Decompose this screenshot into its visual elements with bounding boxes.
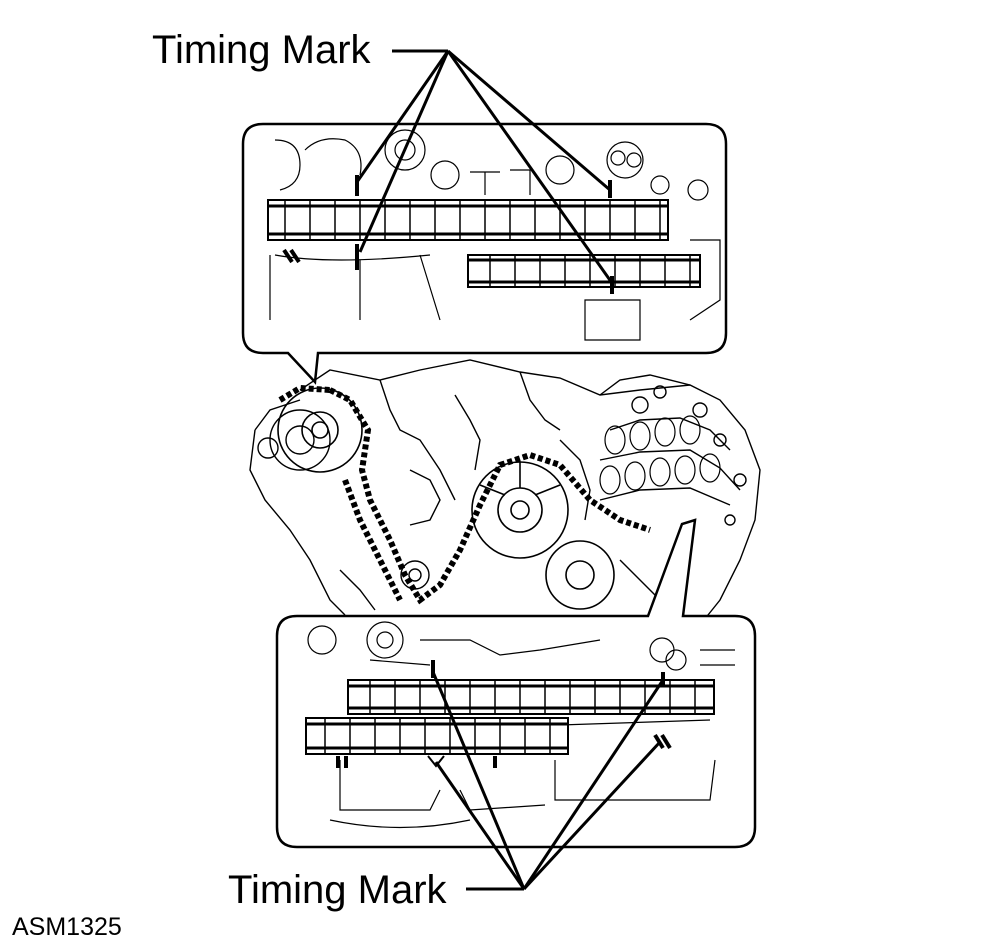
bottom-timing-mark-label: Timing Mark xyxy=(228,868,447,912)
bottom-leader-lines xyxy=(431,671,665,891)
crank-sprocket xyxy=(545,540,615,610)
top-leader-lines xyxy=(355,49,614,284)
figure-id-label: ASM1325 xyxy=(12,913,122,941)
top-upper-chain xyxy=(267,199,669,241)
engine-block xyxy=(249,359,761,626)
timing-chain xyxy=(278,384,651,605)
top-lower-chain xyxy=(467,254,701,288)
bottom-callout-box xyxy=(275,518,757,849)
top-callout-box xyxy=(241,122,728,385)
cam-sprocket-left xyxy=(277,387,363,473)
camshaft-lobes xyxy=(599,415,721,495)
bottom-timing-mark-ticks xyxy=(336,660,672,768)
bottom-lower-chain xyxy=(305,717,569,755)
idler-sprocket xyxy=(471,461,569,559)
top-timing-mark-label: Timing Mark xyxy=(152,28,371,72)
bottom-timing-notch xyxy=(427,755,445,768)
top-timing-mark-ticks xyxy=(282,175,614,294)
